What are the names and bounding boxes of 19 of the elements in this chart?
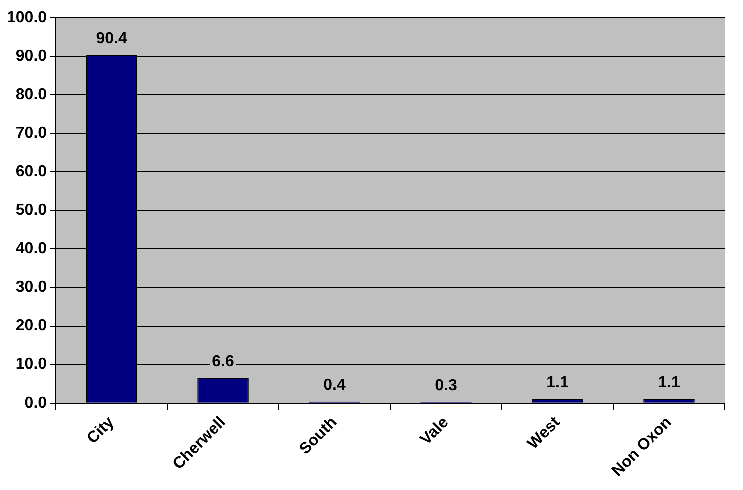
x-tick-label: City (84, 414, 118, 448)
data-label: 6.6 (212, 353, 234, 370)
y-tick-label: 40.0 (16, 240, 48, 258)
y-tick-label: 50.0 (16, 202, 48, 220)
data-label: 1.1 (546, 374, 569, 392)
y-tick-label: 80.0 (16, 86, 48, 104)
data-label: 0.4 (324, 377, 346, 394)
x-tick-label: Vale (418, 414, 452, 449)
y-tick-label: 100.0 (6, 9, 48, 26)
y-tick-label: 30.0 (16, 279, 48, 296)
data-label: 1.1 (658, 374, 680, 392)
y-tick-label: 60.0 (16, 164, 48, 181)
y-tick-label: 90.0 (16, 48, 48, 65)
y-tick-label: 0.0 (24, 394, 48, 412)
data-label: 90.4 (96, 30, 128, 48)
y-tick-label: 20.0 (16, 318, 48, 335)
data-label: 0.3 (435, 378, 458, 395)
y-tick-label: 10.0 (16, 356, 48, 374)
y-tick-label: 70.0 (16, 125, 48, 142)
